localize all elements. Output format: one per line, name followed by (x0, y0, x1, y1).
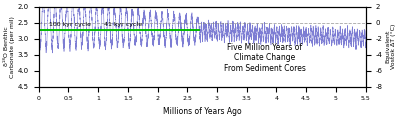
Y-axis label: Equivalent
Vostok ΔT (°C): Equivalent Vostok ΔT (°C) (385, 24, 396, 69)
Text: Five Million Years of
Climate Change
From Sediment Cores: Five Million Years of Climate Change Fro… (224, 43, 306, 73)
Text: 100 kyr cycle: 100 kyr cycle (50, 22, 91, 27)
Y-axis label: δ¹⁸O Benthic
Carbonate (per mil): δ¹⁸O Benthic Carbonate (per mil) (4, 16, 15, 78)
Text: 41 kyr cycle: 41 kyr cycle (104, 22, 142, 27)
X-axis label: Millions of Years Ago: Millions of Years Ago (163, 107, 242, 116)
